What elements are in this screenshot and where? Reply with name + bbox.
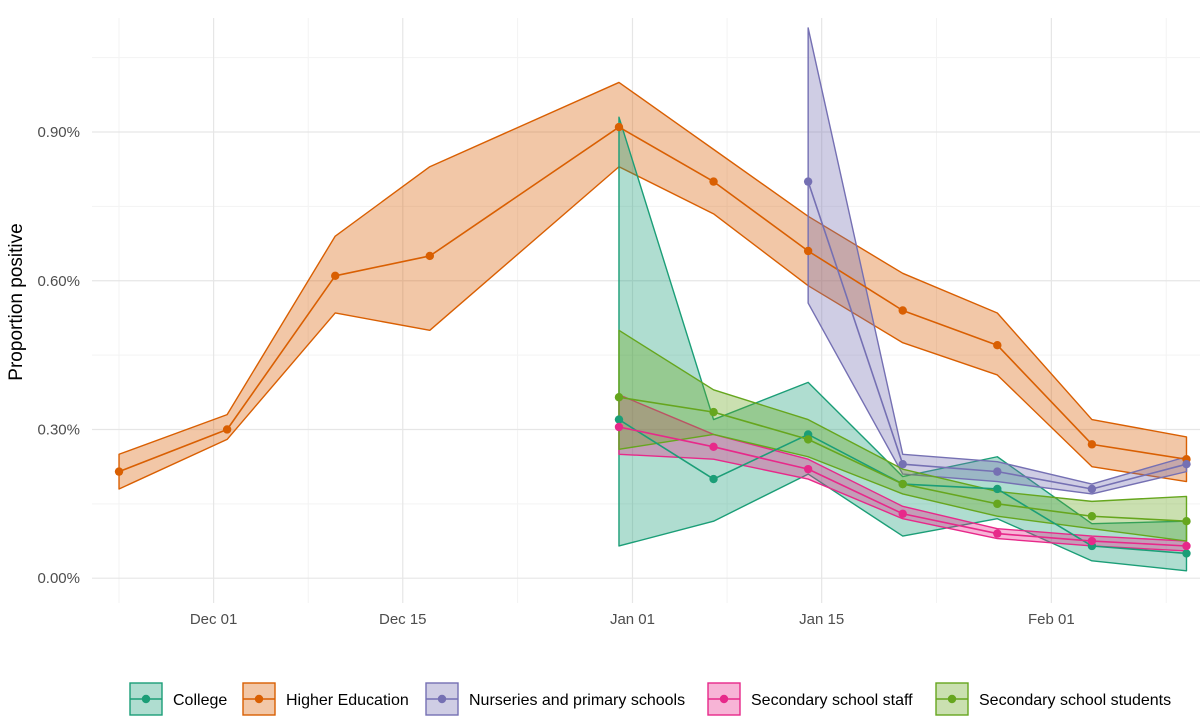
x-tick-label: Jan 15 <box>799 611 844 628</box>
secondary-school-staff-point <box>993 529 1002 538</box>
legend-item-college: College <box>129 682 227 716</box>
secondary-school-staff-point <box>709 442 718 452</box>
secondary-school-staff-point <box>1182 541 1191 551</box>
college-point <box>1182 549 1191 558</box>
legend-key-point <box>947 694 957 704</box>
series-points <box>114 122 1191 558</box>
secondary-school-students-point <box>803 435 813 444</box>
secondary-school-students-point <box>993 499 1002 509</box>
secondary-school-students-point <box>1087 512 1097 521</box>
secondary-school-staff-point <box>898 509 907 518</box>
higher-education-point <box>803 246 813 256</box>
higher-education-point <box>1087 440 1097 449</box>
secondary-school-students-point <box>898 479 907 489</box>
higher-education-point <box>614 122 624 132</box>
higher-education-point <box>114 467 124 476</box>
legend-item-higher-education: Higher Education <box>242 682 409 716</box>
higher-education-point <box>331 271 340 280</box>
legend-key-point <box>141 694 151 704</box>
secondary-school-staff-point <box>614 422 624 432</box>
legend-label: Secondary school students <box>979 692 1171 709</box>
nurseries-and-primary-schools-band <box>807 27 1188 495</box>
secondary-school-students-point <box>709 407 718 417</box>
x-tick-label: Dec 15 <box>379 611 427 628</box>
legend-label: College <box>173 692 227 709</box>
nurseries-and-primary-schools-point <box>1182 459 1191 469</box>
nurseries-and-primary-schools-point <box>898 459 907 469</box>
gridlines <box>92 18 1200 603</box>
x-tick-label: Jan 01 <box>610 611 655 628</box>
y-tick-label: 0.30% <box>37 421 80 438</box>
legend-item-secondary-school-students: Secondary school students <box>935 682 1171 716</box>
y-tick-labels: 0.00% 0.30% 0.60% 0.90% <box>37 124 80 587</box>
secondary-school-students-point <box>614 393 624 402</box>
nurseries-and-primary-schools-point <box>993 467 1002 476</box>
higher-education-band <box>118 81 1188 490</box>
secondary-school-staff-point <box>1087 536 1097 546</box>
higher-education-point <box>993 341 1002 350</box>
legend: College Higher Education Nurseries and pri… <box>129 682 1171 716</box>
legend-label: Higher Education <box>286 692 409 709</box>
higher-education-point <box>709 177 718 186</box>
legend-item-secondary-school-staff: Secondary school staff <box>707 682 913 716</box>
college-point <box>614 415 624 424</box>
secondary-school-students-band <box>618 329 1188 542</box>
y-tick-label: 0.60% <box>37 273 80 290</box>
higher-education-point <box>898 306 907 315</box>
legend-label: Secondary school staff <box>751 692 913 709</box>
secondary-school-students-point <box>1182 516 1191 526</box>
legend-key-point <box>719 694 729 704</box>
college-point <box>709 474 718 484</box>
higher-education-point <box>222 425 232 434</box>
legend-label: Nurseries and primary schools <box>469 692 685 709</box>
legend-key-point <box>254 694 264 704</box>
y-tick-label: 0.90% <box>37 124 80 141</box>
y-axis-title: Proportion positive <box>6 223 27 380</box>
x-tick-label: Feb 01 <box>1028 611 1075 628</box>
x-tick-label: Dec 01 <box>190 611 238 628</box>
nurseries-and-primary-schools-point <box>803 177 813 186</box>
y-tick-label: 0.00% <box>37 570 80 587</box>
x-tick-labels: Dec 01 Dec 15 Jan 01 Jan 15 Feb 01 <box>190 611 1075 628</box>
nurseries-and-primary-schools-point <box>1087 484 1097 494</box>
confidence-bands <box>118 27 1188 572</box>
legend-item-nurseries-and-primary-schools: Nurseries and primary schools <box>425 682 685 716</box>
higher-education-point <box>425 251 435 261</box>
college-point <box>993 484 1002 494</box>
secondary-school-staff-point <box>803 464 813 474</box>
legend-key-point <box>437 694 447 704</box>
